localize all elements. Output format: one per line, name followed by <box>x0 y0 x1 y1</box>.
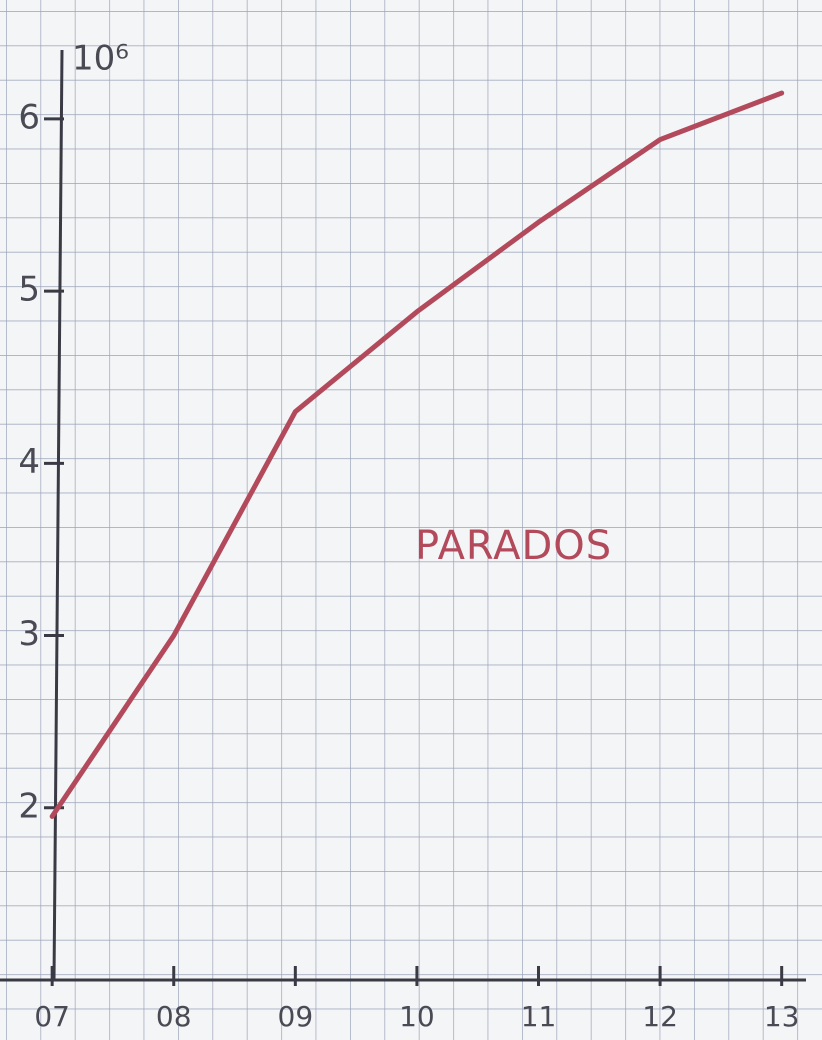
series-line <box>49 90 785 819</box>
y-tick-label: 5 <box>18 270 40 310</box>
y-tick-label: 3 <box>18 614 40 654</box>
y-tick-label: 6 <box>18 97 40 137</box>
y-axis-label: 10⁶ <box>72 39 129 79</box>
x-tick-label: 13 <box>764 1000 800 1033</box>
y-axis <box>52 49 64 981</box>
y-tick-label: 4 <box>18 442 40 482</box>
x-tick-label: 11 <box>521 1000 557 1033</box>
x-tick-label: 12 <box>642 1000 678 1033</box>
series-label: PARADOS <box>415 523 612 569</box>
plot-area: 10⁶ 2 3 4 5 6 07 08 09 10 11 12 13 PARADOS <box>0 39 806 1033</box>
y-tick-label: 2 <box>18 786 40 826</box>
x-tick-label: 10 <box>399 1000 435 1033</box>
x-tick-label: 09 <box>278 1000 314 1033</box>
x-tick-label: 07 <box>34 1000 70 1033</box>
x-tick-label: 08 <box>156 1000 192 1033</box>
